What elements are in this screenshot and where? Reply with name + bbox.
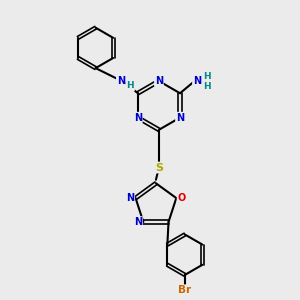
Text: S: S [155, 163, 163, 172]
Text: N: N [134, 112, 142, 123]
Text: N: N [176, 112, 184, 123]
Text: N: N [134, 217, 142, 227]
Text: O: O [178, 193, 186, 203]
Text: H: H [204, 72, 211, 81]
Text: H: H [204, 82, 211, 91]
Text: N: N [193, 76, 201, 85]
Text: Br: Br [178, 285, 191, 296]
Text: N: N [155, 76, 163, 86]
Text: N: N [117, 76, 125, 85]
Text: N: N [126, 193, 134, 203]
Text: H: H [127, 81, 134, 90]
